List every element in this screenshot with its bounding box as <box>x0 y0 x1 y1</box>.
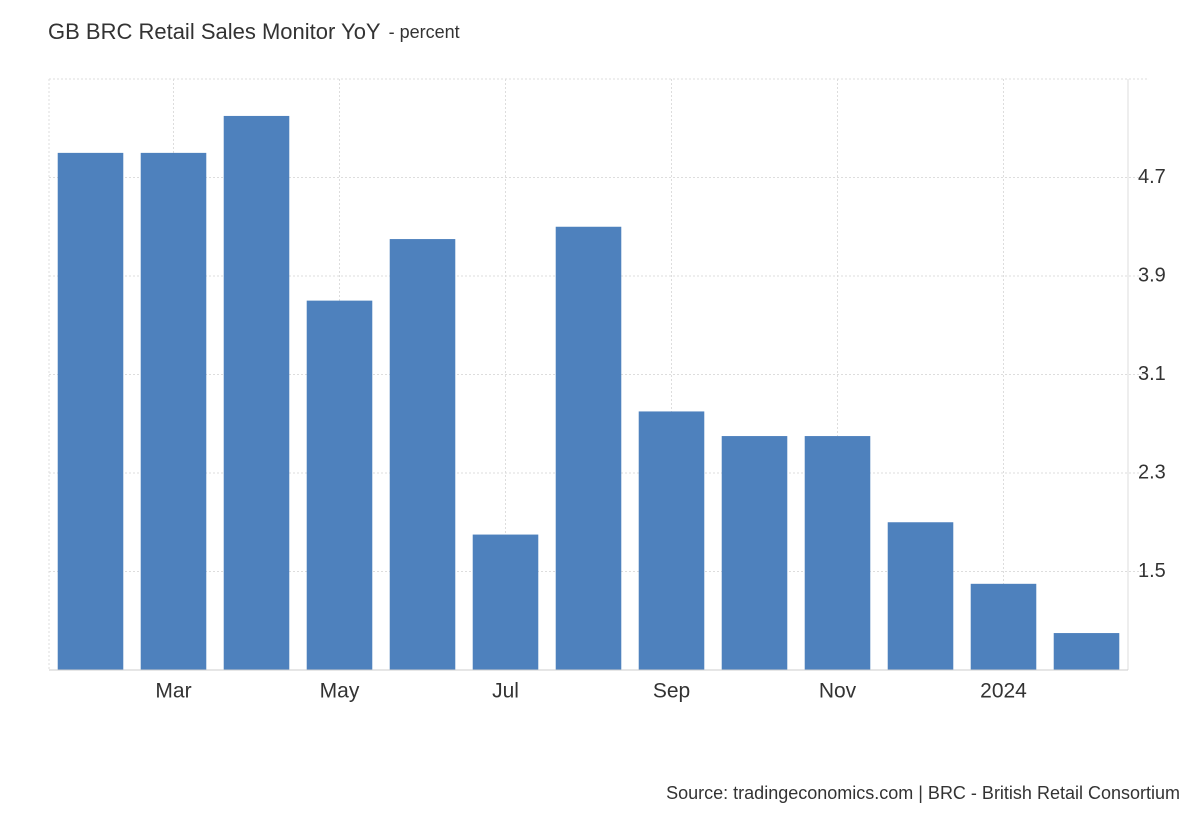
chart-title: GB BRC Retail Sales Monitor YoY <box>48 19 381 44</box>
x-tick-label: Sep <box>653 680 690 703</box>
bar <box>1053 633 1120 670</box>
bar <box>389 239 456 670</box>
y-tick-label: 4.7 <box>1138 166 1166 188</box>
x-tick-label: Nov <box>819 680 857 703</box>
bar <box>970 583 1037 670</box>
bar <box>223 115 290 670</box>
bar <box>721 436 788 670</box>
chart-title-group: GB BRC Retail Sales Monitor YoY - percent <box>48 19 460 44</box>
x-tick-label: May <box>320 680 360 703</box>
bar <box>804 436 871 670</box>
bar <box>638 411 705 670</box>
bar <box>555 226 622 670</box>
bar <box>306 300 373 670</box>
x-tick-label: Jul <box>492 680 519 703</box>
y-tick-label: 3.1 <box>1138 363 1166 385</box>
bar <box>887 522 954 670</box>
bar <box>140 152 207 670</box>
bar <box>57 152 124 670</box>
y-tick-label: 1.5 <box>1138 560 1166 582</box>
y-tick-label: 2.3 <box>1138 461 1166 483</box>
source: Source: tradingeconomics.com | BRC - Bri… <box>666 783 1180 803</box>
chart-subtitle: - percent <box>389 22 460 42</box>
x-tick-label: 2024 <box>980 680 1027 703</box>
x-tick-label: Mar <box>155 680 191 703</box>
bar <box>472 534 539 670</box>
y-tick-label: 3.9 <box>1138 264 1166 286</box>
